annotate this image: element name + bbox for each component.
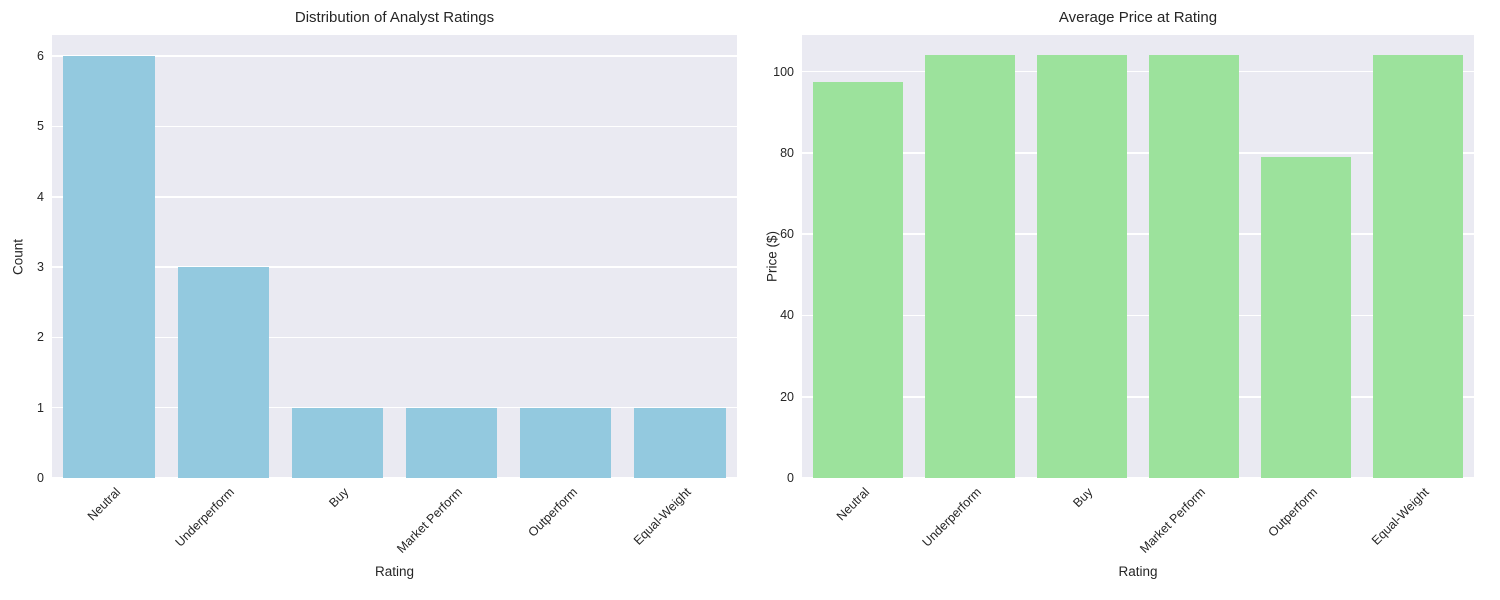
x-tick-label-buy: Buy — [1070, 485, 1096, 511]
x-tick-label-neutral: Neutral — [833, 485, 872, 524]
bar-neutral — [813, 81, 903, 478]
y-tick-label-100: 100 — [773, 64, 794, 79]
x-tick-label-underperform: Underperform — [172, 485, 238, 550]
bar-outperform — [520, 407, 612, 478]
x-axis-label: Rating — [1118, 564, 1158, 579]
bar-outperform — [1261, 156, 1351, 478]
gridline-y-6 — [52, 55, 737, 57]
y-axis-label: Price ($) — [764, 231, 780, 283]
gridline-y-0 — [802, 477, 1474, 479]
x-axis-label: Rating — [374, 564, 415, 579]
x-tick-label-market-perform: Market Perform — [394, 485, 466, 556]
gridline-y-0 — [52, 477, 737, 479]
x-tick-label-buy: Buy — [326, 485, 352, 511]
gridline-y-2 — [52, 336, 737, 339]
plot-area — [802, 35, 1474, 479]
x-tick-label-outperform: Outperform — [1265, 485, 1320, 540]
gridline-y-80 — [802, 152, 1474, 154]
y-tick-label-3: 3 — [37, 260, 44, 275]
y-tick-label-20: 20 — [780, 389, 794, 404]
y-tick-label-0: 0 — [787, 471, 794, 485]
bar-neutral — [63, 56, 155, 478]
bar-underperform — [925, 55, 1015, 478]
bar-underperform — [177, 267, 269, 478]
x-tick-label-market-perform: Market Perform — [1137, 485, 1208, 556]
y-tick-label-6: 6 — [37, 49, 44, 64]
y-tick-label-5: 5 — [37, 119, 44, 134]
gridline-y-5 — [52, 125, 737, 128]
y-tick-label-0: 0 — [37, 471, 44, 485]
plot-area — [52, 35, 737, 479]
x-tick-label-equal-weight: Equal-Weight — [1369, 485, 1432, 548]
gridline-y-20 — [802, 395, 1474, 398]
bar-buy — [291, 407, 384, 478]
x-tick-label-equal-weight: Equal-Weight — [631, 485, 694, 548]
chart-title: Average Price at Rating — [1058, 9, 1218, 26]
y-tick-label-40: 40 — [780, 308, 794, 323]
chart-rating-distribution: Distribution of Analyst Ratings Count Ra… — [11, 9, 737, 579]
y-tick-label-1: 1 — [37, 400, 44, 415]
x-tick-label-outperform: Outperform — [525, 485, 580, 540]
x-tick-label-underperform: Underperform — [919, 485, 984, 550]
y-tick-label-2: 2 — [37, 330, 44, 345]
bar-buy — [1037, 55, 1127, 478]
gridline-y-3 — [52, 266, 737, 268]
gridline-y-100 — [802, 70, 1474, 73]
gridline-y-40 — [802, 314, 1474, 317]
bar-equal-weight — [634, 407, 726, 478]
chart-average-price: Average Price at Rating Price ($) Rating… — [750, 0, 1500, 600]
bar-market-perform — [1149, 55, 1239, 478]
chart-title: Distribution of Analyst Ratings — [294, 9, 495, 26]
bar-equal-weight — [1373, 55, 1463, 478]
gridline-y-60 — [802, 233, 1474, 235]
gridline-y-1 — [52, 406, 737, 409]
y-tick-label-4: 4 — [37, 189, 44, 204]
bar-market-perform — [405, 407, 498, 478]
x-tick-label-neutral: Neutral — [84, 485, 123, 524]
y-tick-label-60: 60 — [780, 227, 794, 242]
y-tick-label-80: 80 — [780, 145, 794, 160]
gridline-y-4 — [52, 195, 737, 198]
